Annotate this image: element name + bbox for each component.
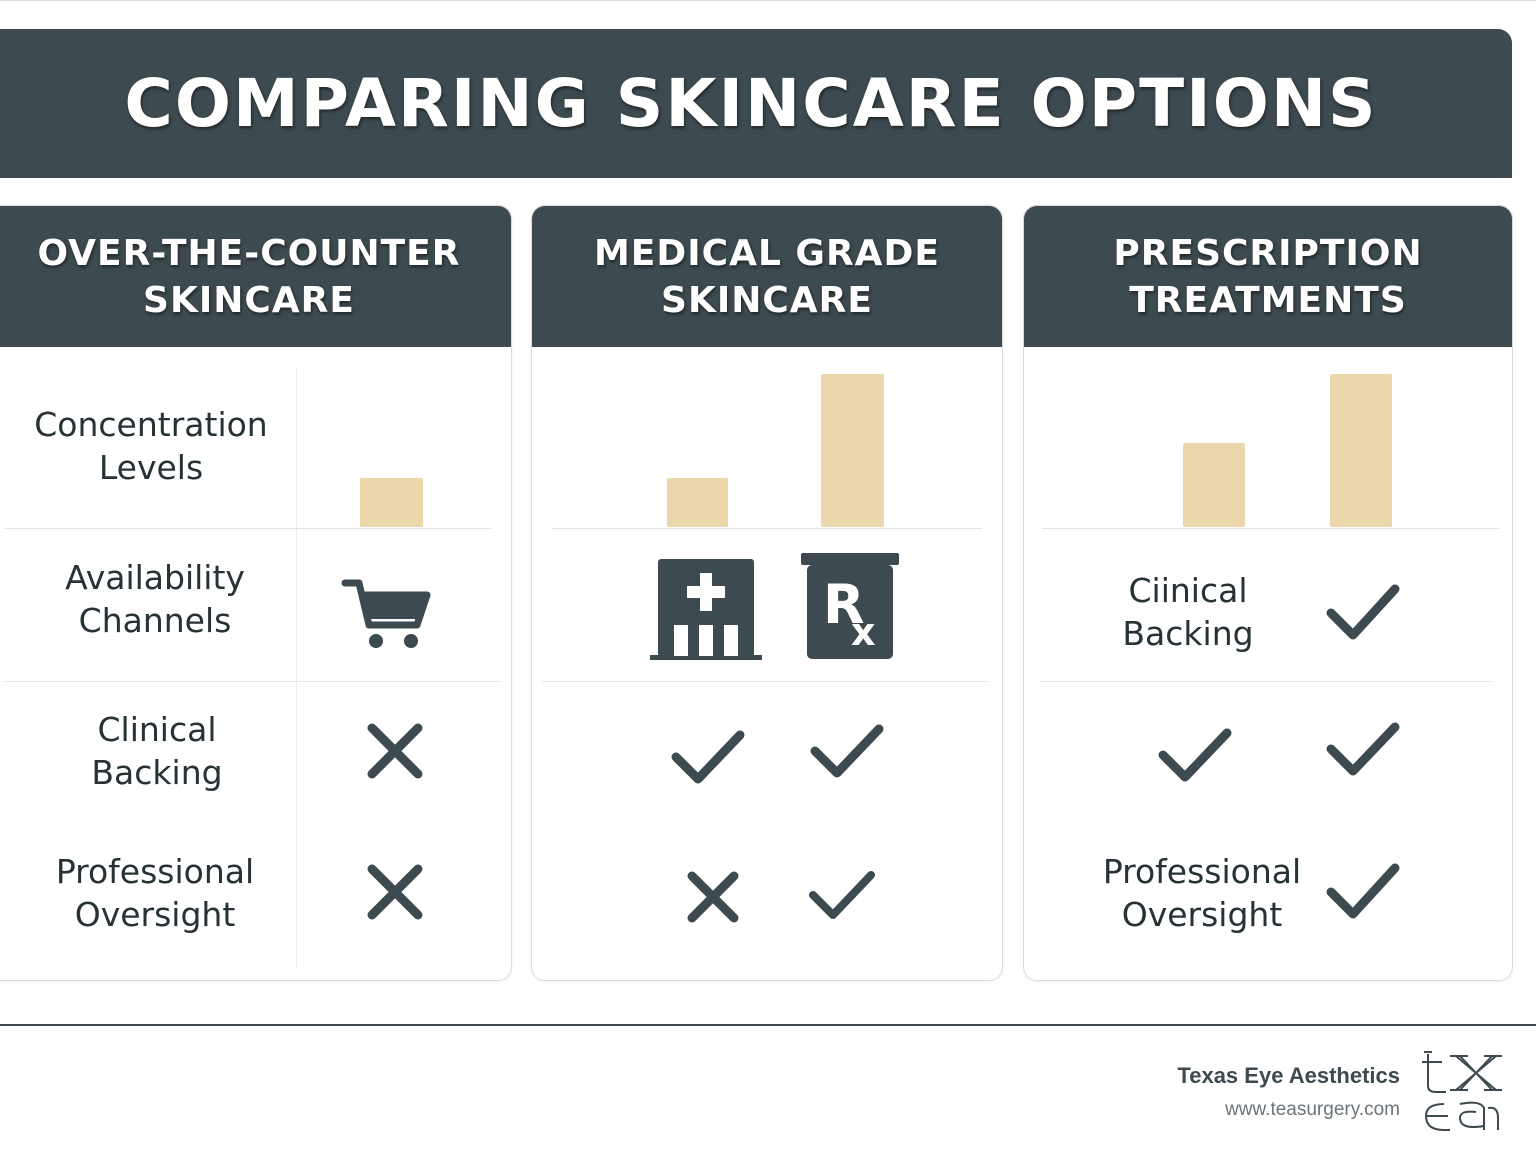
panel-medical: MEDICAL GRADE SKINCARE R x [531,205,1003,981]
panel-otc-heading-line2: SKINCARE [143,279,355,321]
row-label-line: Levels [98,448,204,487]
panel-medical-heading-line2: SKINCARE [661,279,873,321]
concentration-bar-prescription-1 [1183,443,1245,527]
row-label-line: Professional [55,852,255,891]
shopping-cart-icon [341,575,437,657]
x-icon [364,861,426,923]
brand-url[interactable]: www.teasurgery.com [1225,1099,1400,1120]
row-divider [5,681,501,682]
panel-prescription-body: Ciinical Backing Professional Oversight [1024,347,1512,980]
title-banner: COMPARING SKINCARE OPTIONS [0,29,1512,178]
row-label-line: Ciinical [1128,571,1248,610]
row-label-clinical-alt: Ciinical Backing [1038,569,1338,655]
column-divider [296,367,297,967]
panel-prescription-heading-line1: PRESCRIPTION [1113,232,1423,274]
check-icon [807,867,877,923]
row-label-line: Clinical [97,710,217,749]
check-icon [1325,581,1401,643]
x-icon [685,869,741,925]
row-label-line: Backing [91,753,223,792]
check-icon [670,727,746,787]
row-divider [5,528,491,529]
footer-rule [0,1024,1536,1026]
row-label-oversight-prescription: Professional Oversight [1052,850,1352,936]
panel-prescription-heading: PRESCRIPTION TREATMENTS [1024,206,1512,347]
concentration-bar-otc [360,478,423,527]
row-label-line: Concentration [34,405,268,444]
check-icon [1157,725,1233,785]
row-label-concentration: Concentration Levels [1,403,301,489]
top-rule [0,0,1536,1]
row-label-clinical: Clinical Backing [7,708,307,794]
panel-otc-heading: OVER-THE-COUNTER SKINCARE [0,206,511,347]
rx-prescription-icon: R x [801,553,899,661]
row-label-line: Availability [65,558,245,597]
concentration-bar-medical-2 [821,374,884,527]
row-label-line: Oversight [1121,895,1283,934]
panel-medical-heading-line1: MEDICAL GRADE [593,232,941,274]
brand-name: Texas Eye Aesthetics [1177,1063,1400,1088]
row-divider [1042,528,1500,529]
row-label-line: Professional [1102,852,1302,891]
panel-medical-body: R x [532,347,1002,980]
row-label-line: Channels [78,601,232,640]
brand-logo [1420,1048,1504,1138]
check-icon [1325,860,1401,922]
concentration-bar-prescription-2 [1330,374,1392,527]
concentration-bar-medical-1 [667,478,728,527]
row-divider [552,528,982,529]
panel-prescription: PRESCRIPTION TREATMENTS Ciinical Backing… [1023,205,1513,981]
page-title: COMPARING SKINCARE OPTIONS [124,65,1378,142]
row-label-line: Oversight [74,895,236,934]
x-icon [364,720,426,782]
row-label-line: Backing [1122,614,1254,653]
panel-medical-heading: MEDICAL GRADE SKINCARE [532,206,1002,347]
check-icon [809,721,885,781]
row-divider [542,681,987,682]
svg-text:x: x [851,610,876,654]
hospital-building-icon [650,557,762,661]
panel-prescription-heading-line2: TREATMENTS [1129,279,1407,321]
row-label-availability: Availability Channels [5,556,305,642]
panel-otc-body: Concentration Levels Availability Channe… [0,347,511,980]
svg-text:R: R [823,573,865,636]
panel-otc: OVER-THE-COUNTER SKINCARE Concentration … [0,205,512,981]
check-icon [1325,719,1401,779]
row-label-oversight: Professional Oversight [5,850,305,936]
panel-otc-heading-line1: OVER-THE-COUNTER [37,232,461,274]
row-divider [1040,681,1492,682]
